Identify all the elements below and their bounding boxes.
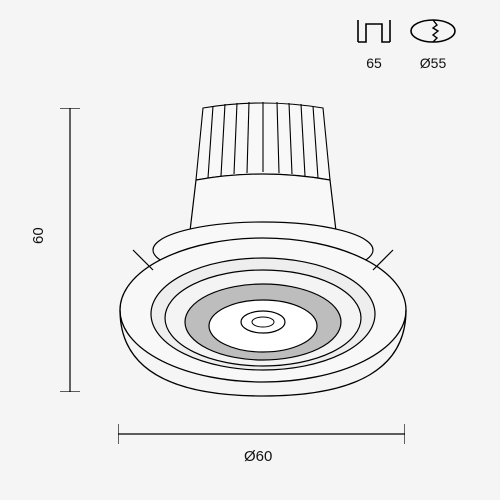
spec-cutout-diameter-label: Ø55	[408, 55, 458, 71]
dim-height	[60, 108, 80, 397]
dim-diameter-label: Ø60	[244, 448, 272, 465]
slot-icon	[354, 16, 394, 46]
spec-cutout-diameter: Ø55	[408, 16, 458, 71]
spec-cutout-depth: 65	[354, 16, 394, 71]
heatsink	[196, 102, 330, 180]
product-illustration	[118, 100, 408, 400]
drawing-canvas: 65 Ø55 60 Ø60	[0, 0, 500, 500]
hole-saw-icon	[408, 16, 458, 46]
spec-cutout-depth-label: 65	[354, 55, 394, 71]
dim-diameter	[118, 424, 405, 449]
dim-height-label: 60	[30, 227, 47, 244]
